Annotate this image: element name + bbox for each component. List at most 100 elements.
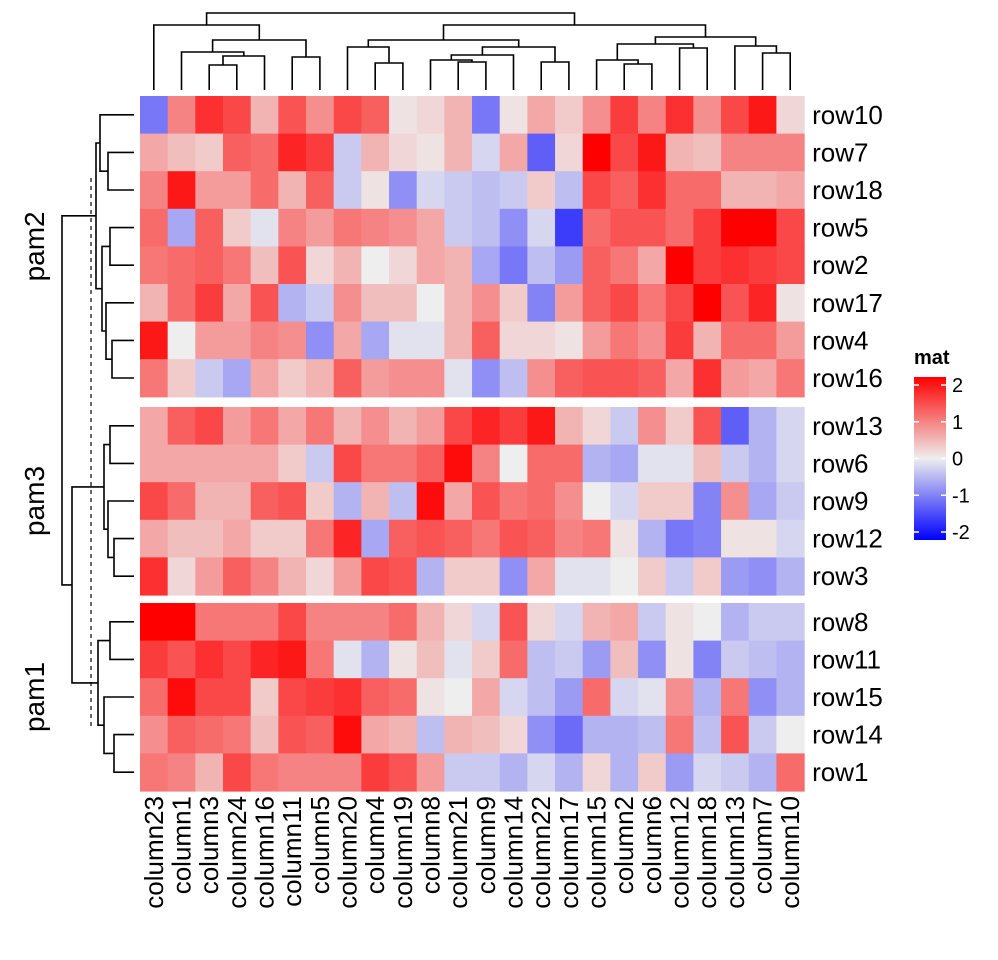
heatmap-cell: [361, 96, 390, 135]
heatmap-cell: [333, 557, 362, 596]
heatmap-cell: [748, 407, 778, 446]
heatmap-cell: [748, 715, 778, 754]
heatmap-cell: [223, 171, 252, 210]
heatmap-cell: [665, 284, 694, 323]
heatmap-cell: [333, 715, 362, 754]
heatmap-cell: [499, 482, 528, 521]
heatmap-cell: [472, 359, 501, 398]
heatmap-cell: [250, 678, 279, 717]
row-label: row18: [812, 175, 883, 205]
heatmap-cell: [278, 678, 307, 717]
dendrogram-branch: [374, 62, 404, 90]
heatmap-cell: [555, 557, 584, 596]
heatmap-cell: [610, 208, 639, 247]
heatmap-cell: [638, 284, 667, 323]
heatmap-cell: [140, 753, 169, 792]
legend-tick-label: 0: [952, 449, 963, 471]
heatmap-cell: [389, 284, 418, 323]
heatmap-cell: [610, 96, 639, 135]
heatmap-cell: [499, 96, 528, 135]
heatmap-cell: [693, 603, 722, 642]
heatmap-cell: [250, 557, 279, 596]
heatmap-cell: [195, 444, 224, 483]
column-label: column11: [277, 796, 307, 907]
heatmap-cell: [167, 557, 196, 596]
heatmap-cell: [721, 603, 750, 642]
heatmap-cell: [195, 603, 224, 642]
heatmap-cell: [721, 284, 750, 323]
heatmap-cell: [278, 753, 307, 792]
heatmap-cell: [416, 678, 445, 717]
heatmap-cell: [665, 715, 694, 754]
heatmap-cell: [638, 133, 667, 172]
heatmap-cell: [195, 557, 224, 596]
heatmap-cell: [444, 359, 473, 398]
heatmap-cell: [748, 753, 778, 792]
heatmap-cell: [721, 753, 750, 792]
heatmap-cell: [721, 208, 750, 247]
dendrogram-branch: [61, 215, 96, 586]
heatmap-cell: [223, 715, 252, 754]
legend-tick-label: -1: [952, 485, 970, 507]
heatmap-cell: [499, 208, 528, 247]
heatmap-cell: [167, 133, 196, 172]
heatmap-cell: [582, 321, 611, 360]
heatmap-cell: [195, 171, 224, 210]
heatmap-cell: [389, 519, 418, 558]
heatmap-cell: [472, 321, 501, 360]
heatmap-cell: [333, 208, 362, 247]
heatmap-cell: [638, 640, 667, 679]
heatmap-cell: [610, 444, 639, 483]
column-dendrogram: [153, 12, 791, 90]
heatmap-cell: [499, 133, 528, 172]
dendrogram-branch: [180, 51, 245, 90]
heatmap-cell: [527, 208, 556, 247]
heatmap-cell: [638, 96, 667, 135]
legend-tick-label: 1: [952, 412, 963, 434]
row-label: row2: [812, 250, 868, 280]
heatmap-cell: [499, 171, 528, 210]
heatmap-cell: [638, 678, 667, 717]
heatmap-cell: [472, 482, 501, 521]
heatmap-cell: [693, 557, 722, 596]
heatmap-cell: [333, 171, 362, 210]
heatmap-cell: [748, 208, 778, 247]
heatmap-cell: [416, 603, 445, 642]
heatmap-cell: [582, 640, 611, 679]
column-labels: column23column1column3column24column16co…: [139, 796, 805, 909]
dendrogram-branch: [107, 151, 134, 191]
column-label: column3: [194, 796, 224, 894]
heatmap-cell: [582, 96, 611, 135]
heatmap-cell: [167, 519, 196, 558]
heatmap-cell: [444, 407, 473, 446]
heatmap-cell: [361, 171, 390, 210]
heatmap-cell: [278, 482, 307, 521]
heatmap-cell: [389, 557, 418, 596]
heatmap-cell: [748, 284, 778, 323]
heatmap-cell: [416, 171, 445, 210]
heatmap-cell: [665, 640, 694, 679]
heatmap-cell: [223, 519, 252, 558]
heatmap-cell: [416, 284, 445, 323]
heatmap-cell: [306, 359, 335, 398]
row-split-label: pam3: [19, 466, 50, 536]
heatmap-cell: [638, 246, 667, 285]
heatmap-cell: [499, 407, 528, 446]
heatmap-cell: [416, 640, 445, 679]
dendrogram-branch: [113, 537, 134, 577]
heatmap-cell: [527, 482, 556, 521]
legend-colorbar: [914, 377, 946, 540]
column-label: column5: [305, 796, 335, 894]
heatmap-cell: [306, 715, 335, 754]
heatmap-cell: [250, 208, 279, 247]
heatmap-cell: [416, 444, 445, 483]
heatmap-cell: [748, 482, 778, 521]
heatmap-cell: [776, 640, 805, 679]
heatmap-cell: [361, 321, 390, 360]
heatmap-cell: [721, 359, 750, 398]
heatmap-cell: [638, 753, 667, 792]
heatmap-cell: [776, 753, 805, 792]
heatmap-cell: [333, 482, 362, 521]
heatmap-cell: [472, 133, 501, 172]
heatmap-cell: [555, 321, 584, 360]
